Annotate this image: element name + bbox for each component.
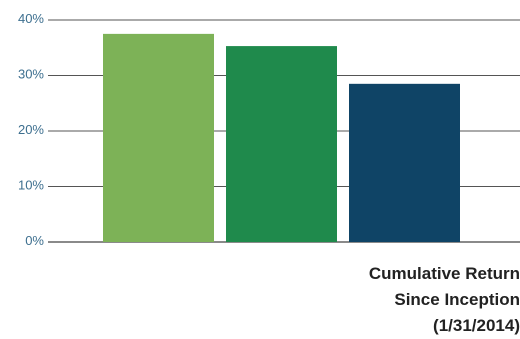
- y-tick-label: 40%: [18, 11, 44, 26]
- y-axis-tick-labels: 0% 10% 20% 30% 40%: [18, 11, 44, 248]
- y-tick-label: 20%: [18, 122, 44, 137]
- y-tick-label: 0%: [25, 233, 44, 248]
- caption-line-2: Since Inception: [394, 290, 520, 309]
- caption-line-1: Cumulative Return: [369, 264, 520, 283]
- bar-2: [226, 46, 337, 243]
- chart-caption: Cumulative Return Since Inception (1/31/…: [369, 264, 520, 335]
- bars: [103, 33, 460, 243]
- y-tick-label: 30%: [18, 67, 44, 82]
- bar-1: [103, 33, 214, 242]
- caption-line-3: (1/31/2014): [433, 316, 520, 335]
- y-tick-label: 10%: [18, 178, 44, 193]
- bar-3: [349, 83, 460, 242]
